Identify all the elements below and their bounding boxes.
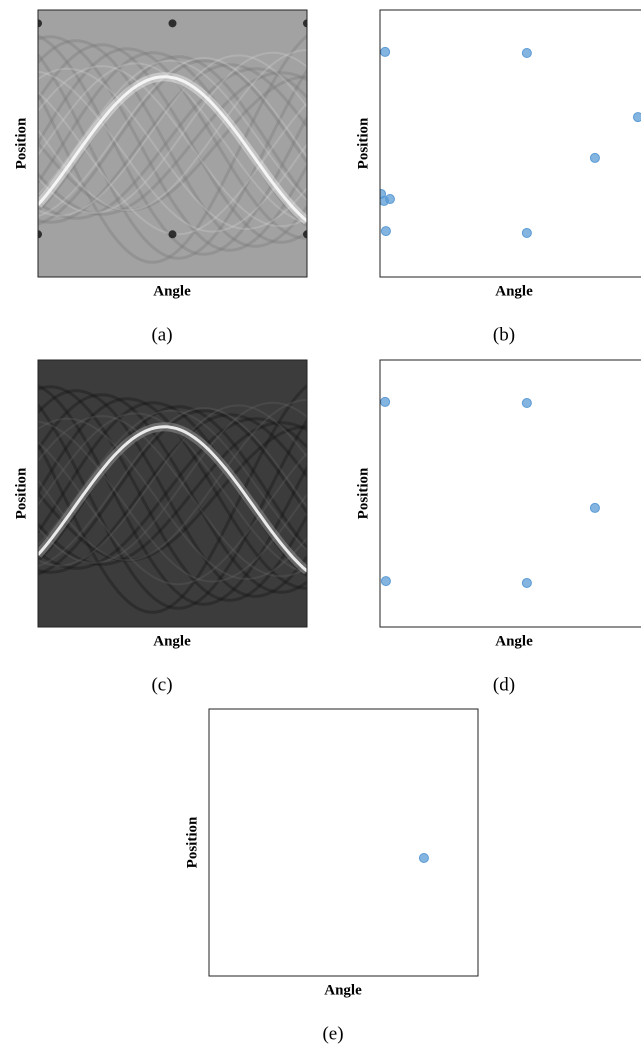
- plot-area: [38, 10, 307, 277]
- x-axis-label: Angle: [324, 982, 362, 998]
- sinogram-node: [303, 19, 307, 28]
- plot-area: [380, 396, 600, 588]
- sinogram-curve: [38, 425, 307, 562]
- scatter-point: [380, 396, 391, 407]
- plot-area: [38, 360, 307, 627]
- scatter-point: [384, 194, 395, 205]
- scatter-point: [418, 852, 429, 863]
- sinogram-node: [38, 19, 42, 28]
- x-axis-label: Angle: [153, 283, 191, 299]
- sinogram-curve: [38, 407, 307, 568]
- sinogram-curve: [38, 393, 307, 594]
- scatter-point: [589, 502, 600, 513]
- scatter-point: [380, 576, 391, 587]
- sinogram-curve: [38, 399, 307, 562]
- sinogram-curve: [38, 404, 307, 567]
- x-axis-label: Angle: [495, 283, 533, 299]
- panel: Position Angle (e): [184, 708, 479, 1044]
- plot-frame: [379, 359, 641, 628]
- panel-caption: (c): [151, 674, 172, 695]
- scatter-point: [632, 112, 641, 123]
- sinogram-curve: [38, 57, 307, 218]
- sinogram-curve: [38, 34, 307, 264]
- sinogram-curve: [38, 415, 307, 578]
- y-axis-label: Position: [13, 117, 29, 169]
- plot-frame: [208, 708, 479, 977]
- sinogram-curve: [38, 420, 307, 583]
- sinogram-curve: [38, 417, 307, 580]
- sinogram-node: [303, 230, 307, 239]
- sinogram-curve: [38, 67, 307, 220]
- sinogram-node: [168, 230, 177, 239]
- scatter-point: [521, 397, 532, 408]
- sinogram-curve: [38, 385, 307, 602]
- panel: Position Angle (b): [355, 9, 641, 345]
- plot-area: [418, 852, 429, 863]
- scatter-point: [521, 47, 532, 58]
- panel-caption: (d): [493, 674, 515, 695]
- plot-frame: [37, 9, 308, 278]
- sinogram-curve: [38, 35, 307, 252]
- sinogram-curve: [38, 59, 307, 201]
- sinogram-curve: [38, 39, 307, 248]
- sinogram-curve: [38, 417, 307, 570]
- sinogram-curve: [38, 70, 307, 233]
- sinogram-curve: [38, 384, 307, 614]
- sinogram-curve: [38, 384, 307, 606]
- sinogram-node: [168, 19, 177, 28]
- sinogram-curve: [38, 421, 307, 566]
- panel: Position Angle (c): [13, 359, 308, 695]
- y-axis-label: Position: [355, 467, 371, 519]
- sinogram-curve: [38, 49, 307, 212]
- sinogram-curve: [38, 403, 307, 610]
- sinogram-curve: [38, 51, 307, 214]
- x-axis-label: Angle: [153, 633, 191, 649]
- y-axis-label: Position: [13, 467, 29, 519]
- panel-caption: (e): [322, 1023, 343, 1044]
- sinogram-curve: [38, 75, 307, 223]
- panel-caption: (a): [151, 324, 172, 345]
- y-axis-label: Position: [355, 117, 371, 169]
- sinogram-node: [38, 230, 42, 239]
- sinogram-curve: [38, 71, 307, 216]
- sinogram-curve: [38, 425, 307, 573]
- y-axis-label: Position: [184, 816, 200, 868]
- sinogram-curve: [38, 401, 307, 564]
- scatter-point: [589, 152, 600, 163]
- sinogram-curve: [38, 54, 307, 217]
- scatter-point: [521, 227, 532, 238]
- sinogram-curve: [38, 53, 307, 260]
- sinogram-curve: [38, 43, 307, 244]
- scatter-point: [380, 226, 391, 237]
- sinogram-curve: [38, 67, 307, 230]
- plot-frame: [379, 9, 641, 278]
- scatter-point: [380, 46, 391, 57]
- sinogram-curve: [38, 413, 307, 574]
- scatter-point: [521, 577, 532, 588]
- plot-area: [380, 46, 641, 238]
- sinogram-curve: [38, 63, 307, 224]
- panel: Position Angle (d): [355, 359, 641, 695]
- sinogram-curve: [38, 75, 307, 212]
- sinogram-curve: [38, 65, 307, 228]
- sinogram-curve: [38, 409, 307, 551]
- plot-frame: [37, 359, 308, 628]
- x-axis-label: Angle: [495, 633, 533, 649]
- panel: Position Angle (a): [13, 9, 308, 345]
- sinogram-curve: [38, 389, 307, 598]
- panel-caption: (b): [493, 324, 515, 345]
